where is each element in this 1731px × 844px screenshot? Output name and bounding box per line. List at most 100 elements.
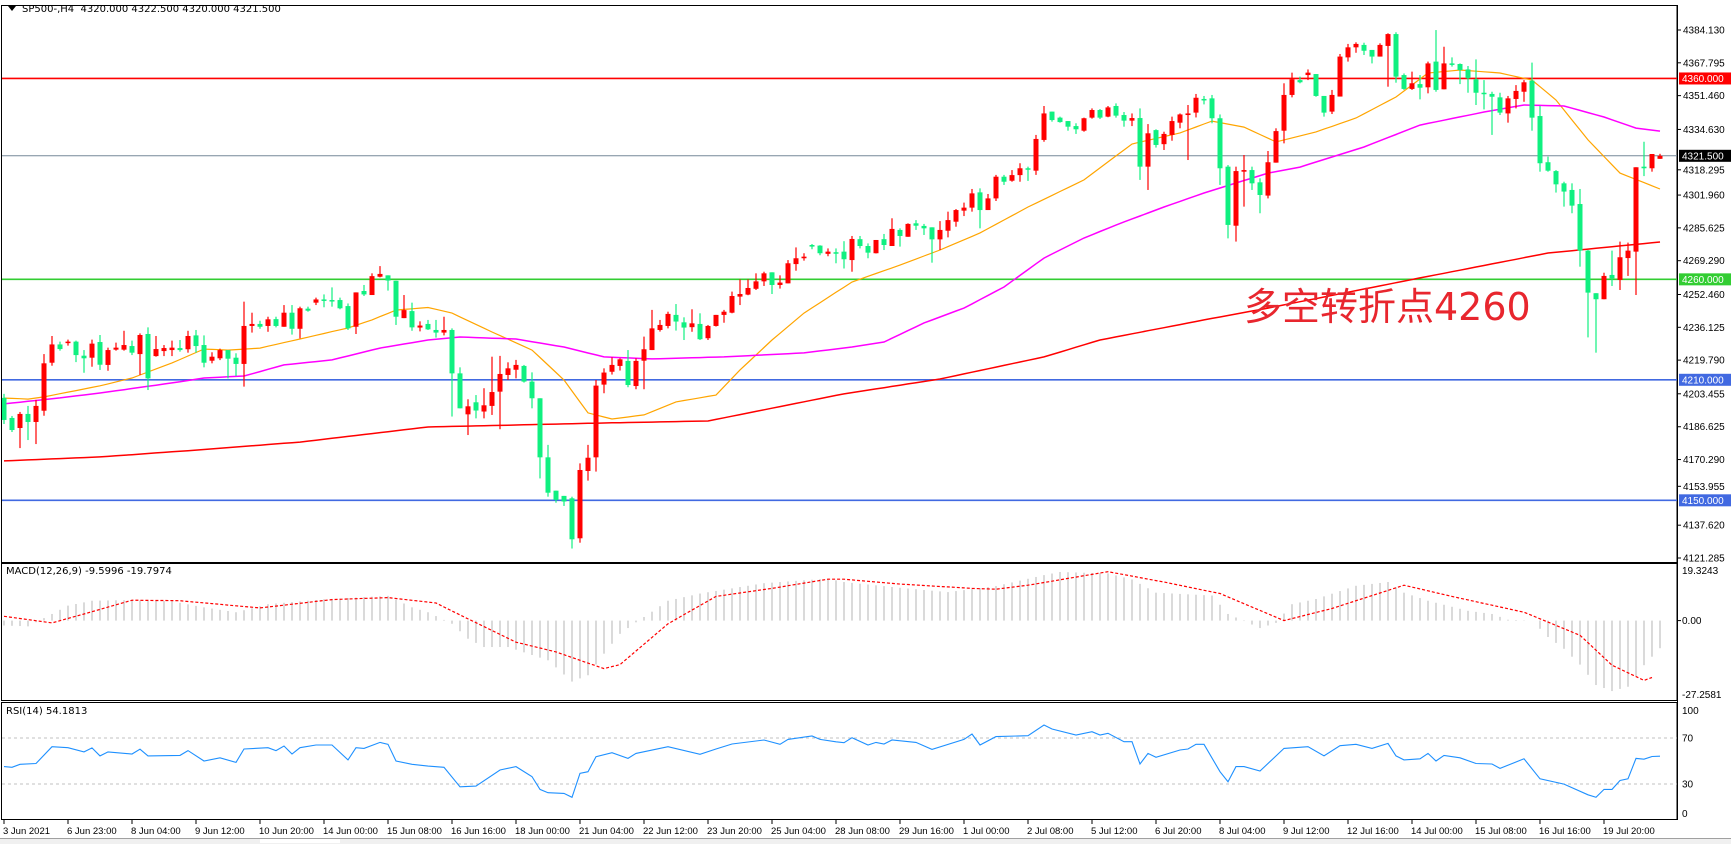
candle-body xyxy=(1393,34,1399,77)
candle-body xyxy=(1281,94,1287,131)
time-tick-label: 9 Jun 12:00 xyxy=(195,826,245,837)
candle xyxy=(1129,113,1135,127)
price-tick-label: 4186.625 xyxy=(1683,422,1725,433)
candle xyxy=(1473,59,1479,105)
candle-body xyxy=(1105,107,1111,117)
candle xyxy=(193,329,199,353)
candle xyxy=(1065,121,1071,131)
candle xyxy=(553,490,559,503)
candle xyxy=(289,305,295,335)
candle xyxy=(497,355,503,430)
candle-body xyxy=(777,282,783,285)
candle xyxy=(801,253,807,261)
candle-body xyxy=(1401,75,1407,89)
candle xyxy=(1049,111,1055,122)
annotation-text: 多空转折点4260 xyxy=(1244,285,1531,329)
candle xyxy=(41,354,47,416)
candle-body xyxy=(1121,115,1127,121)
candle-body xyxy=(33,405,39,422)
candle xyxy=(1137,108,1143,180)
candle xyxy=(33,399,39,445)
candle xyxy=(913,220,919,230)
candle-body xyxy=(89,343,95,358)
candle-body xyxy=(801,256,807,259)
candle-body xyxy=(1521,82,1527,92)
candle xyxy=(281,305,287,327)
candle-body xyxy=(1049,111,1055,121)
candle xyxy=(897,228,903,247)
candle xyxy=(1545,156,1551,172)
candle xyxy=(1169,116,1175,141)
candle-body xyxy=(1297,80,1303,83)
candle-body xyxy=(1417,84,1423,88)
candle-body xyxy=(1489,93,1495,97)
candle-body xyxy=(137,334,143,355)
candle xyxy=(249,312,255,333)
candle-body xyxy=(617,359,623,366)
candle xyxy=(1345,43,1351,62)
candle xyxy=(1465,66,1471,93)
candle xyxy=(97,334,103,370)
price-tick-label: 4351.460 xyxy=(1683,91,1725,102)
candle-body xyxy=(329,300,335,302)
candle xyxy=(1553,170,1559,193)
time-tick-label: 3 Jun 2021 xyxy=(3,826,50,837)
candle xyxy=(1193,93,1199,118)
candle xyxy=(1585,250,1591,338)
candle-body xyxy=(593,385,599,458)
candle xyxy=(1265,150,1271,199)
candle xyxy=(745,279,751,296)
candle xyxy=(337,297,343,310)
candle-body xyxy=(1569,189,1575,206)
candle-body xyxy=(161,348,167,352)
time-tick-label: 28 Jun 08:00 xyxy=(835,826,890,837)
candle xyxy=(945,211,951,238)
price-tick-label: 4367.795 xyxy=(1683,58,1725,69)
candle xyxy=(985,193,991,211)
candle xyxy=(1521,80,1527,102)
candle xyxy=(1505,95,1511,123)
candle xyxy=(673,304,679,331)
candle-body xyxy=(353,292,359,327)
candle-body xyxy=(1657,155,1663,159)
candle-body xyxy=(753,281,759,289)
horizontal-levels[interactable] xyxy=(2,77,1677,502)
candle xyxy=(209,352,215,364)
time-tick-label: 10 Jun 20:00 xyxy=(259,826,314,837)
candle xyxy=(561,495,567,506)
candle-body xyxy=(1097,110,1103,118)
candle-body xyxy=(1081,118,1087,131)
candle-body xyxy=(1329,94,1335,112)
candle-body xyxy=(425,323,431,330)
chart-tab[interactable] xyxy=(260,839,340,843)
dropdown-triangle-icon[interactable] xyxy=(8,6,16,11)
candle xyxy=(857,235,863,249)
candle-body xyxy=(793,258,799,265)
candle-body xyxy=(505,368,511,375)
time-tick-label: 25 Jun 04:00 xyxy=(771,826,826,837)
candle-body xyxy=(1377,44,1383,57)
time-tick-label: 14 Jul 00:00 xyxy=(1411,826,1463,837)
candle-body xyxy=(449,329,455,374)
candle xyxy=(633,358,639,390)
candle-body xyxy=(1545,162,1551,171)
candle-body xyxy=(1273,131,1279,163)
candle-body xyxy=(1185,113,1191,116)
candle-body xyxy=(1225,166,1231,225)
price-tag-4321.500: 4321.500 xyxy=(1682,151,1724,162)
candle xyxy=(1161,131,1167,150)
candle-body xyxy=(1617,257,1623,280)
candle xyxy=(1337,53,1343,97)
candle xyxy=(1273,128,1279,163)
time-tick-label: 23 Jun 20:00 xyxy=(707,826,762,837)
candle-body xyxy=(81,355,87,359)
candle-body xyxy=(1249,170,1255,184)
candle-body xyxy=(1313,74,1319,96)
chart-tab-strip[interactable] xyxy=(0,838,1731,844)
candle xyxy=(273,316,279,328)
candle-body xyxy=(513,364,519,370)
panel-frames xyxy=(1,5,1678,820)
candle xyxy=(329,287,335,307)
candle-body xyxy=(785,263,791,284)
